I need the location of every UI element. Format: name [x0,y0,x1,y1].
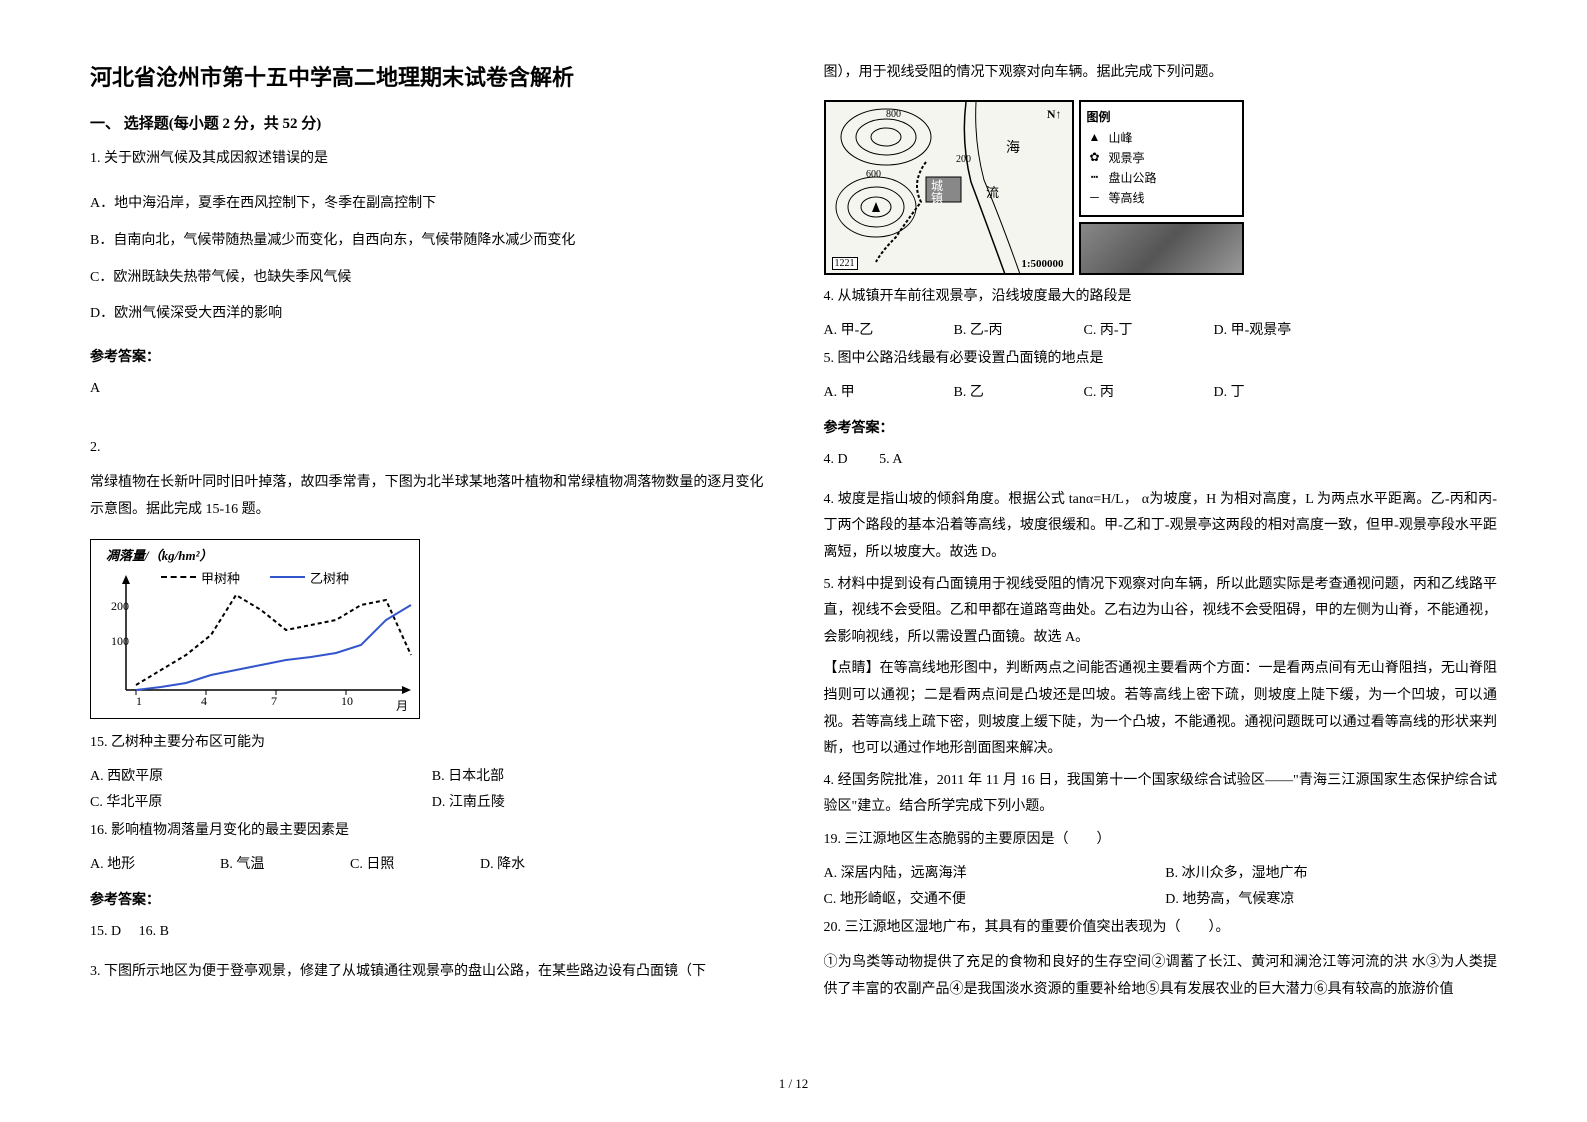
contour-label: 等高线 [1109,189,1145,206]
xtick-4: 4 [201,694,207,708]
pavilion-icon: ✿ [1087,150,1103,165]
map-800: 800 [886,109,901,120]
xlabel: 月 [396,699,408,713]
q16-optD: D. 降水 [480,853,600,873]
ytick-100: 100 [111,634,129,648]
legend-peak: ▲ 山峰 [1087,129,1236,146]
q16-optA: A. 地形 [90,853,210,873]
q16-optB: B. 气温 [220,853,340,873]
litterfall-chart: 凋落量/（kg/hm²） 甲树种 乙树种 100 200 1 4 [90,539,420,719]
map-corner-label: 1221 [832,257,858,270]
map-river: 流 [986,185,999,200]
q1-optD: D．欧洲气候深受大西洋的影响 [90,299,764,330]
q15-optD: D. 江南丘陵 [432,791,764,811]
xtick-7: 7 [271,694,277,708]
q2-num: 2. [90,434,764,462]
expl4: 4. 坡度是指山坡的倾斜角度。根据公式 tanα=H/L， α为坡度，H 为相对… [824,487,1498,567]
q4-optB: B. 乙-丙 [954,319,1074,339]
map-scale: 1:500000 [1021,258,1063,270]
peak-icon: ▲ [1087,130,1103,145]
q1-answer: A [90,376,764,401]
q20-text: 20. 三江源地区湿地广布，其具有的重要价值突出表现为（ ）。 [824,914,1498,942]
map-200: 200 [956,154,971,165]
q15-options-row2: C. 华北平原 D. 江南丘陵 [90,791,764,811]
tip: 【点睛】在等高线地形图中，判断两点之间能否通视主要看两个方面：一是看两点间有无山… [824,656,1498,762]
q15-optA: A. 西欧平原 [90,765,422,785]
map-sea: 海 [1006,140,1020,156]
chart-svg: 100 200 1 4 7 10 月 [106,570,416,715]
map-legend: 图例 ▲ 山峰 ✿ 观景亭 ┅ 盘山公路 ─ 等高线 [1079,100,1244,217]
q16-options: A. 地形 B. 气温 C. 日照 D. 降水 [90,853,764,873]
q19-optD: D. 地势高，气候寒凉 [1165,888,1497,908]
series-b-line [136,605,411,690]
xtick-10: 10 [341,694,353,708]
legend-header: 图例 [1087,108,1236,125]
map-600: 600 [866,169,881,180]
peak-label: 山峰 [1109,129,1133,146]
q4-options: A. 甲-乙 B. 乙-丙 C. 丙-丁 D. 甲-观景亭 [824,319,1498,339]
q3-text-cont: 图），用于视线受阻的情况下观察对向车辆。据此完成下列问题。 [824,60,1498,87]
q2-answer-header: 参考答案： [90,889,764,909]
q5-optC: C. 丙 [1084,381,1204,401]
q19-optA: A. 深居内陆，远离海洋 [824,862,1156,882]
q19-row1: A. 深居内陆，远离海洋 B. 冰川众多，湿地广布 [824,862,1498,882]
section-header: 一、 选择题(每小题 2 分，共 52 分) [90,112,764,133]
q4-text: 4. 从城镇开车前往观景亭，沿线坡度最大的路段是 [824,283,1498,311]
right-column: 图），用于视线受阻的情况下观察对向车辆。据此完成下列问题。 800 600 [824,60,1498,1082]
q19-optB: B. 冰川众多，湿地广布 [1165,862,1497,882]
document-title: 河北省沧州市第十五中学高二地理期末试卷含解析 [90,60,764,92]
left-column: 河北省沧州市第十五中学高二地理期末试卷含解析 一、 选择题(每小题 2 分，共 … [90,60,764,1082]
legend-contour: ─ 等高线 [1087,189,1236,206]
page-footer: 1 / 12 [779,1076,809,1092]
north-label: N [1047,107,1056,121]
q2-intro: 常绿植物在长新叶同时旧叶掉落，故四季常青，下图为北半球某地落叶植物和常绿植物凋落… [90,470,764,523]
map-svg: 800 600 200 海 流 城 镇 [826,102,1074,275]
q3-text: 3. 下图所示地区为便于登亭观景，修建了从城镇通往观景亭的盘山公路，在某些路边设… [90,959,764,986]
q15-optC: C. 华北平原 [90,791,422,811]
q2-answer: 15. D 16. B [90,919,764,944]
q5-text: 5. 图中公路沿线最有必要设置凸面镜的地点是 [824,345,1498,373]
q1-optB: B．自南向北，气候带随热量减少而变化，自西向东，气候带随降水减少而变化 [90,226,764,257]
q5-optD: D. 丁 [1214,381,1334,401]
legend-pavilion: ✿ 观景亭 [1087,149,1236,166]
series-a-line [136,595,411,685]
q15-options-row1: A. 西欧平原 B. 日本北部 [90,765,764,785]
q15-optB: B. 日本北部 [432,765,764,785]
q16-optC: C. 日照 [350,853,470,873]
q5-optB: B. 乙 [954,381,1074,401]
q1-answer-header: 参考答案： [90,346,764,366]
q3-answer45: 4. D 5. A [824,447,1498,472]
q16-text: 16. 影响植物凋落量月变化的最主要因素是 [90,817,764,845]
road-icon: ┅ [1087,170,1103,185]
ytick-200: 200 [111,599,129,613]
q20-opts: ①为鸟类等动物提供了充足的食物和良好的生存空间②调蓄了长江、黄河和澜沧江等河流的… [824,950,1498,1003]
pavilion-label: 观景亭 [1109,149,1145,166]
contour-icon: ─ [1087,190,1103,205]
page-container: 河北省沧州市第十五中学高二地理期末试卷含解析 一、 选择题(每小题 2 分，共 … [90,60,1497,1082]
q4-optC: C. 丙-丁 [1084,319,1204,339]
topographic-map: 800 600 200 海 流 城 镇 N↑ 1221 1:500000 [824,100,1074,275]
expl5: 5. 材料中提到设有凸面镜用于视线受阻的情况下观察对向车辆，所以此题实际是考查通… [824,572,1498,652]
map-zhen: 镇 [931,191,943,205]
q5-options: A. 甲 B. 乙 C. 丙 D. 丁 [824,381,1498,401]
road-label: 盘山公路 [1109,169,1157,186]
q4-optD: D. 甲-观景亭 [1214,319,1334,339]
q15-text: 15. 乙树种主要分布区可能为 [90,729,764,757]
legend-road: ┅ 盘山公路 [1087,169,1236,186]
map-container: 800 600 200 海 流 城 镇 N↑ 1221 1:500000 图例 [824,100,1244,275]
chart-ylabel: 凋落量/（kg/hm²） [106,545,212,564]
q4new-text: 4. 经国务院批准，2011 年 11 月 16 日，我国第十一个国家级综合试验… [824,768,1498,821]
q19-optC: C. 地形崎岖，交通不便 [824,888,1156,908]
q5-optA: A. 甲 [824,381,944,401]
mirror-photo [1079,222,1244,275]
xtick-1: 1 [136,694,142,708]
q19-text: 19. 三江源地区生态脆弱的主要原因是（ ） [824,826,1498,854]
q19-row2: C. 地形崎岖，交通不便 D. 地势高，气候寒凉 [824,888,1498,908]
q3-answer-header: 参考答案： [824,417,1498,437]
north-indicator: N↑ [1047,107,1062,122]
q1-optA: A．地中海沿岸，夏季在西风控制下，冬季在副高控制下 [90,189,764,220]
q4-optA: A. 甲-乙 [824,319,944,339]
q1-optC: C．欧洲既缺失热带气候，也缺失季风气候 [90,263,764,294]
q1-text: 1. 关于欧洲气候及其成因叙述错误的是 [90,145,764,173]
